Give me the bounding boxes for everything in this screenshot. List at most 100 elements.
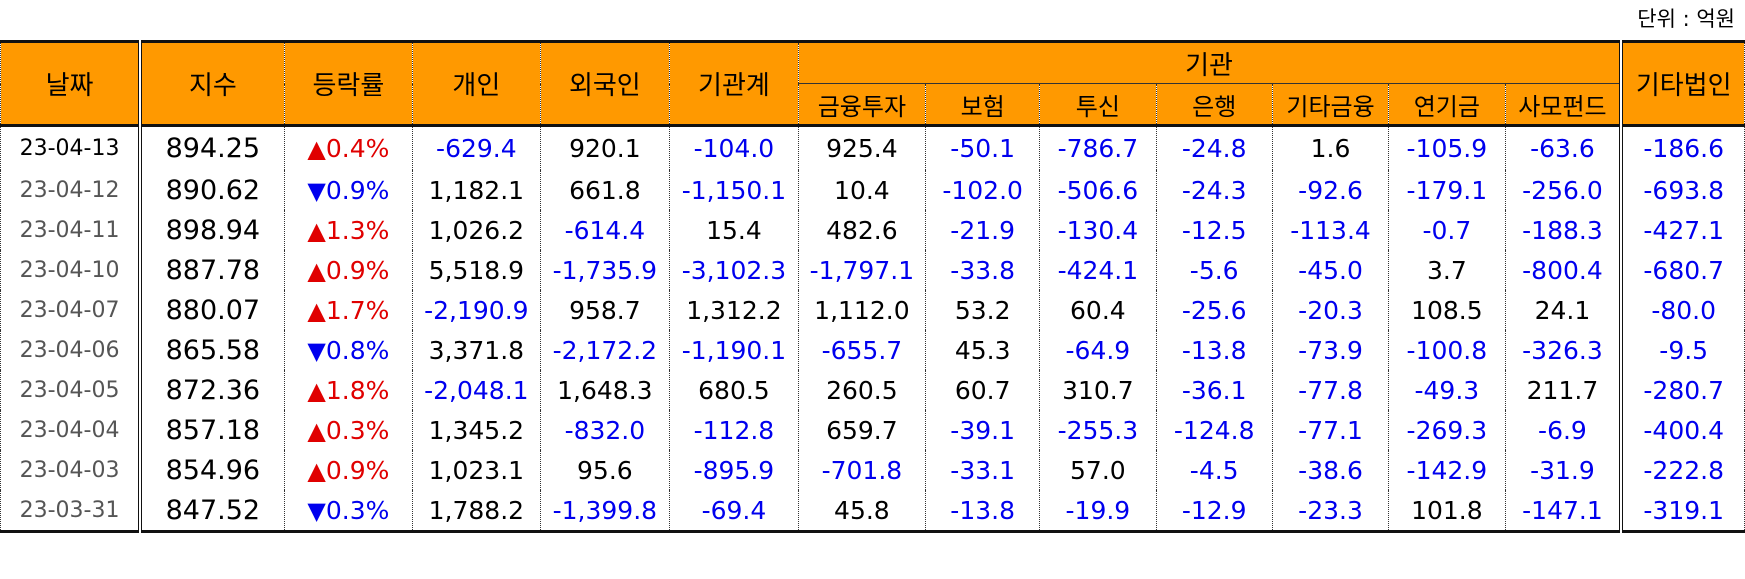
cell-date: 23-03-31 xyxy=(0,490,143,532)
cell-institution-total: -1,150.1 xyxy=(669,170,799,210)
cell-bank: -4.5 xyxy=(1155,450,1273,490)
cell-change: ▲0.9% xyxy=(283,250,414,290)
cell-institution-total: -112.8 xyxy=(669,410,799,450)
cell-other-financial: -23.3 xyxy=(1271,490,1390,532)
cell-financial-investment: -1,797.1 xyxy=(797,250,927,290)
table-row: 23-04-12 890.62 ▼0.9% 1,182.1 661.8 -1,1… xyxy=(0,170,1745,210)
cell-change: ▲1.3% xyxy=(283,210,414,250)
cell-other-corp: -280.7 xyxy=(1619,370,1745,410)
cell-individual: 1,023.1 xyxy=(412,450,541,490)
cell-insurance: -33.8 xyxy=(925,250,1041,290)
change-value: 0.4% xyxy=(325,134,390,163)
cell-foreign: -1,735.9 xyxy=(539,250,671,290)
cell-foreign: 661.8 xyxy=(539,170,671,210)
change-arrow-icon: ▲ xyxy=(307,256,326,285)
cell-bank: -12.5 xyxy=(1155,210,1273,250)
cell-other-corp: -222.8 xyxy=(1619,450,1745,490)
change-arrow-icon: ▲ xyxy=(307,456,326,485)
cell-date: 23-04-03 xyxy=(0,450,143,490)
cell-private-fund: -326.3 xyxy=(1504,330,1622,370)
change-value: 0.8% xyxy=(325,335,390,365)
cell-other-corp: -80.0 xyxy=(1619,290,1745,330)
change-arrow-icon: ▲ xyxy=(307,135,326,163)
cell-insurance: -50.1 xyxy=(925,125,1041,170)
cell-index: 898.94 xyxy=(139,210,285,250)
cell-insurance: 60.7 xyxy=(925,370,1041,410)
table-body: 23-04-13 894.25 ▲0.4% -629.4 920.1 -104.… xyxy=(0,125,1745,532)
cell-insurance: -13.8 xyxy=(925,490,1041,532)
header-individual: 개인 xyxy=(412,41,541,127)
table-row: 23-03-31 847.52 ▼0.3% 1,788.2 -1,399.8 -… xyxy=(0,490,1745,532)
cell-individual: 5,518.9 xyxy=(412,250,541,290)
cell-bank: -36.1 xyxy=(1155,370,1273,410)
cell-private-fund: -256.0 xyxy=(1504,170,1622,210)
change-arrow-icon: ▼ xyxy=(307,176,326,205)
change-arrow-icon: ▲ xyxy=(307,216,326,245)
cell-institution-total: 1,312.2 xyxy=(669,290,799,330)
cell-change: ▲1.8% xyxy=(283,370,414,410)
change-value: 1.7% xyxy=(325,295,390,325)
header-sub-pension: 연기금 xyxy=(1388,83,1506,127)
cell-other-financial: -38.6 xyxy=(1271,450,1390,490)
cell-individual: 3,371.8 xyxy=(412,330,541,370)
cell-investment-trust: 310.7 xyxy=(1039,370,1157,410)
cell-bank: -5.6 xyxy=(1155,250,1273,290)
unit-label: 단위 : 억원 xyxy=(1637,7,1735,31)
header-sub-investment-trust: 투신 xyxy=(1039,83,1157,127)
cell-other-corp: -693.8 xyxy=(1619,170,1745,210)
cell-private-fund: -147.1 xyxy=(1504,490,1622,532)
cell-foreign: 1,648.3 xyxy=(539,370,671,410)
header-other-corp: 기타법인 xyxy=(1619,41,1745,127)
cell-insurance: 45.3 xyxy=(925,330,1041,370)
cell-individual: 1,788.2 xyxy=(412,490,541,532)
cell-institution-total: 15.4 xyxy=(669,210,799,250)
header-change: 등락률 xyxy=(283,41,414,127)
cell-index: 894.25 xyxy=(139,125,285,170)
cell-individual: 1,182.1 xyxy=(412,170,541,210)
cell-change: ▲0.3% xyxy=(283,410,414,450)
cell-pension: 3.7 xyxy=(1388,250,1506,290)
cell-private-fund: -63.6 xyxy=(1504,125,1622,170)
cell-change: ▼0.9% xyxy=(283,170,414,210)
cell-index: 854.96 xyxy=(139,450,285,490)
cell-date: 23-04-10 xyxy=(0,250,143,290)
cell-index: 865.58 xyxy=(139,330,285,370)
cell-investment-trust: 57.0 xyxy=(1039,450,1157,490)
change-value: 0.9% xyxy=(325,255,390,285)
cell-index: 890.62 xyxy=(139,170,285,210)
cell-pension: -179.1 xyxy=(1388,170,1506,210)
cell-individual: 1,026.2 xyxy=(412,210,541,250)
table-header: 날짜 지수 등락률 개인 외국인 기관계 기관 기타법인 금융투자 보험 투신 … xyxy=(0,41,1745,127)
cell-pension: -100.8 xyxy=(1388,330,1506,370)
cell-date: 23-04-11 xyxy=(0,210,143,250)
cell-pension: -105.9 xyxy=(1388,125,1506,170)
cell-insurance: -21.9 xyxy=(925,210,1041,250)
change-value: 0.3% xyxy=(325,495,390,525)
cell-financial-investment: 45.8 xyxy=(797,490,927,532)
cell-index: 887.78 xyxy=(139,250,285,290)
cell-foreign: -614.4 xyxy=(539,210,671,250)
cell-bank: -12.9 xyxy=(1155,490,1273,532)
cell-change: ▼0.3% xyxy=(283,490,414,532)
header-sub-financial-investment: 금융투자 xyxy=(797,83,927,127)
change-value: 0.9% xyxy=(325,175,390,205)
cell-date: 23-04-06 xyxy=(0,330,143,370)
table-row: 23-04-03 854.96 ▲0.9% 1,023.1 95.6 -895.… xyxy=(0,450,1745,490)
cell-pension: -49.3 xyxy=(1388,370,1506,410)
cell-individual: -629.4 xyxy=(412,125,541,170)
cell-change: ▲1.7% xyxy=(283,290,414,330)
cell-institution-total: -1,190.1 xyxy=(669,330,799,370)
cell-financial-investment: 260.5 xyxy=(797,370,927,410)
header-sub-private-fund: 사모펀드 xyxy=(1504,83,1622,127)
cell-foreign: 95.6 xyxy=(539,450,671,490)
cell-investment-trust: -786.7 xyxy=(1039,125,1157,170)
cell-foreign: 958.7 xyxy=(539,290,671,330)
cell-private-fund: 24.1 xyxy=(1504,290,1622,330)
cell-date: 23-04-12 xyxy=(0,170,143,210)
cell-other-financial: -73.9 xyxy=(1271,330,1390,370)
cell-private-fund: 211.7 xyxy=(1504,370,1622,410)
cell-foreign: -1,399.8 xyxy=(539,490,671,532)
cell-financial-investment: 482.6 xyxy=(797,210,927,250)
change-arrow-icon: ▲ xyxy=(307,416,326,445)
cell-other-corp: -9.5 xyxy=(1619,330,1745,370)
